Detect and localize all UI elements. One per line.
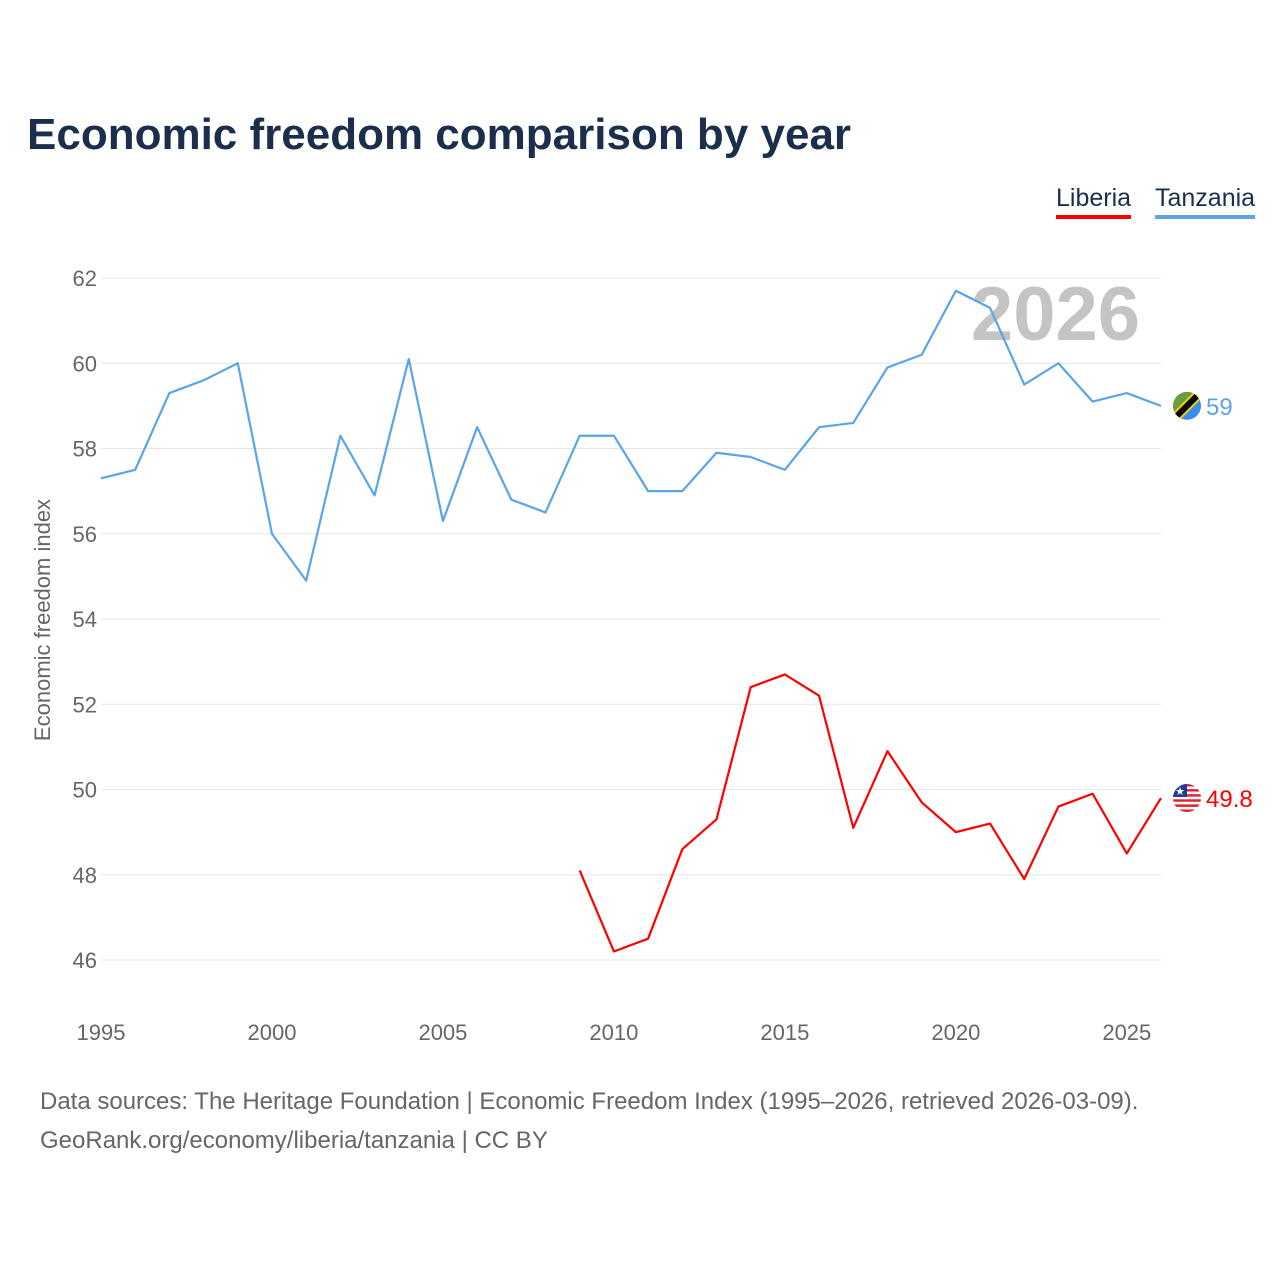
data-point xyxy=(406,356,412,362)
data-point xyxy=(850,420,856,426)
y-axis-label: Economic freedom index xyxy=(30,499,55,741)
data-point xyxy=(201,377,207,383)
credit[interactable]: GeoRank.org/economy/liberia/tanzania | C… xyxy=(40,1127,548,1154)
data-point xyxy=(1090,791,1096,797)
data-point xyxy=(919,352,925,358)
data-point xyxy=(782,467,788,473)
data-point xyxy=(816,424,822,430)
data-point xyxy=(1124,390,1130,396)
data-point xyxy=(1124,850,1130,856)
data-point xyxy=(816,693,822,699)
data-point xyxy=(1055,360,1061,366)
data-point xyxy=(679,846,685,852)
data-point xyxy=(372,492,378,498)
y-tick-label: 60 xyxy=(73,351,97,376)
x-tick-label: 2020 xyxy=(931,1020,980,1045)
x-tick-label: 2005 xyxy=(418,1020,467,1045)
data-point xyxy=(1021,382,1027,388)
data-point xyxy=(713,816,719,822)
data-point xyxy=(884,748,890,754)
y-tick-label: 62 xyxy=(73,266,97,291)
data-point xyxy=(508,497,514,503)
y-tick-label: 54 xyxy=(73,607,97,632)
y-tick-label: 48 xyxy=(73,863,97,888)
data-point xyxy=(543,509,549,515)
x-tick-label: 2025 xyxy=(1102,1020,1151,1045)
data-point xyxy=(850,825,856,831)
data-point xyxy=(953,288,959,294)
data-sources: Data sources: The Heritage Foundation | … xyxy=(40,1088,1139,1115)
data-point xyxy=(1158,795,1164,801)
data-point xyxy=(235,360,241,366)
data-point xyxy=(303,578,309,584)
data-point xyxy=(611,948,617,954)
data-point xyxy=(953,829,959,835)
series-line-liberia xyxy=(578,673,1162,953)
chart-title: Economic freedom comparison by year xyxy=(27,110,852,159)
data-point xyxy=(919,799,925,805)
data-point xyxy=(748,454,754,460)
tanzania-flag-icon xyxy=(1173,391,1201,420)
data-point xyxy=(440,518,446,524)
data-point xyxy=(611,433,617,439)
y-tick-label: 58 xyxy=(73,437,97,462)
y-tick-label: 50 xyxy=(73,778,97,803)
data-point xyxy=(1090,399,1096,405)
x-tick-label: 1995 xyxy=(77,1020,126,1045)
data-point xyxy=(645,936,651,942)
x-tick-label: 2000 xyxy=(247,1020,296,1045)
data-point xyxy=(782,671,788,677)
end-label-tanzania: 59 xyxy=(1206,394,1233,421)
data-point xyxy=(577,867,583,873)
data-point xyxy=(748,684,754,690)
data-point xyxy=(337,433,343,439)
x-tick-label: 2010 xyxy=(589,1020,638,1045)
series-line-tanzania xyxy=(100,289,1162,582)
data-point xyxy=(577,433,583,439)
data-point xyxy=(1158,403,1164,409)
data-point xyxy=(987,821,993,827)
svg-text:★: ★ xyxy=(1175,786,1185,798)
data-point xyxy=(269,531,275,537)
y-tick-label: 52 xyxy=(73,692,97,717)
data-point xyxy=(1055,804,1061,810)
data-point xyxy=(645,488,651,494)
legend-liberia[interactable]: Liberia xyxy=(1056,184,1132,219)
data-point xyxy=(713,450,719,456)
data-point xyxy=(98,475,104,481)
data-point xyxy=(132,467,138,473)
end-label-liberia: 49.8 xyxy=(1206,786,1253,813)
data-point xyxy=(1021,876,1027,882)
liberia-flag-icon: ★ xyxy=(1173,784,1201,813)
data-point xyxy=(166,390,172,396)
legend-tanzania[interactable]: Tanzania xyxy=(1155,184,1256,219)
data-point xyxy=(987,305,993,311)
year-watermark: 2026 xyxy=(971,272,1140,357)
y-tick-label: 56 xyxy=(73,522,97,547)
data-point xyxy=(679,488,685,494)
x-tick-label: 2015 xyxy=(760,1020,809,1045)
data-point xyxy=(474,424,480,430)
y-tick-label: 46 xyxy=(73,948,97,973)
data-point xyxy=(884,365,890,371)
